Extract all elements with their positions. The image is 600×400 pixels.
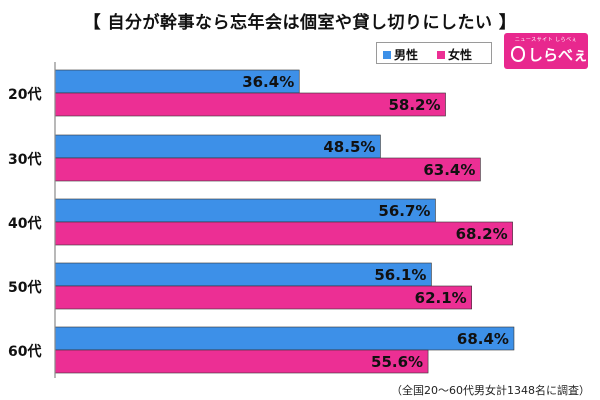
chart-title: 【 自分が幹事なら忘年会は個室や貸し切りにしたい 】 (83, 13, 517, 33)
bar-male-4 (54, 326, 515, 351)
bar-value-label: 36.4% (242, 73, 294, 91)
bar-female-1 (54, 157, 481, 182)
bar-female-3 (54, 285, 472, 310)
legend-label-male: 男性 (394, 48, 419, 62)
legend-label-female: 女性 (448, 48, 473, 62)
category-label: 60代 (8, 343, 41, 360)
bar-value-label: 68.4% (457, 330, 509, 348)
legend-item-male: 男性 (383, 46, 418, 63)
survey-note: （全国20～60代男女計1348名に調査） (391, 384, 590, 397)
category-label: 20代 (8, 86, 41, 103)
bar-value-label: 58.2% (388, 96, 440, 114)
category-label: 30代 (8, 151, 41, 168)
bar-female-2 (54, 221, 513, 246)
bar-value-label: 55.6% (371, 353, 423, 371)
bar-value-label: 56.1% (374, 266, 426, 284)
bar-value-label: 62.1% (415, 289, 467, 307)
logo-brand: しらべぇ (528, 46, 589, 64)
legend-swatch-male (383, 50, 391, 59)
logo-tagline: ニュースサイト しらべぇ (514, 37, 578, 43)
category-label: 40代 (8, 215, 41, 232)
bar-value-label: 63.4% (423, 161, 475, 179)
brand-logo: ニュースサイト しらべぇ しらべぇ (504, 33, 588, 69)
bar-value-label: 68.2% (456, 225, 508, 243)
bar-value-label: 48.5% (323, 138, 375, 156)
bar-value-label: 56.7% (378, 202, 430, 220)
legend-item-female: 女性 (437, 46, 472, 63)
bar-female-0 (54, 92, 446, 117)
category-label: 50代 (8, 279, 41, 296)
legend: 男性 女性 (376, 42, 492, 64)
logo-mark-icon (511, 46, 525, 62)
legend-swatch-female (437, 50, 445, 59)
